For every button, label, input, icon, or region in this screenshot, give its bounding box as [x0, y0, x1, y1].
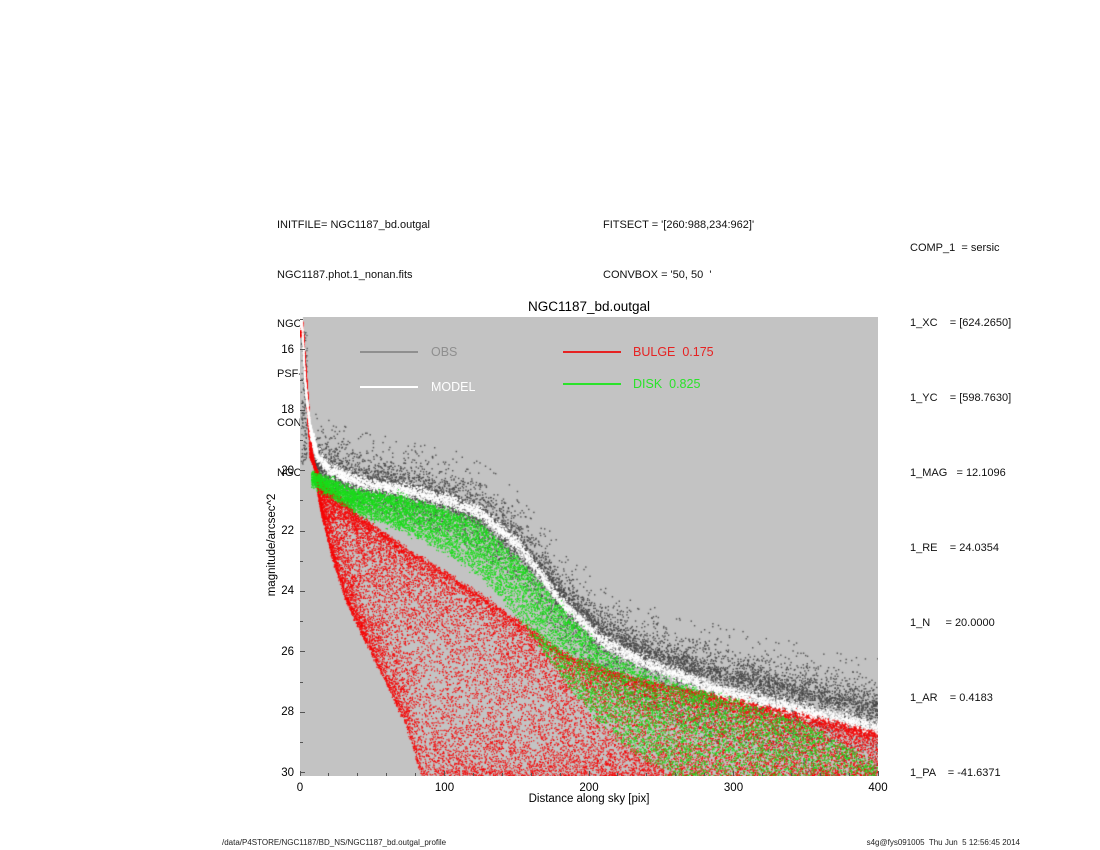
header-line: INITFILE= NGC1187_bd.outgal: [277, 219, 430, 231]
y-tick: [300, 681, 303, 683]
header-line: FITSECT = '[260:988,234:962]': [603, 219, 755, 231]
x-tick: [819, 773, 821, 776]
x-tick: [588, 771, 590, 776]
y-tick: [300, 349, 305, 351]
x-tick-label: 0: [296, 782, 304, 794]
x-tick: [790, 773, 792, 776]
x-tick-label: 400: [868, 782, 888, 794]
component-param-line: 1_PA = -41.6371: [910, 767, 1001, 779]
y-tick: [300, 590, 305, 592]
fit-components-block: COMP_1 = sersic 1_XC = [624.2650] 1_YC =…: [910, 186, 1012, 850]
y-tick: [300, 470, 305, 472]
x-tick: [444, 771, 445, 776]
legend-swatch-obs: [360, 351, 418, 353]
component-param-line: 1_AR = 0.4183: [910, 692, 993, 704]
y-tick-label: 20: [281, 464, 294, 477]
y-tick-label: 22: [281, 525, 294, 538]
y-tick-label: 26: [281, 645, 294, 658]
y-tick: [300, 651, 305, 653]
component-param-line: 1_RE = 24.0354: [910, 542, 999, 554]
y-tick: [300, 379, 303, 381]
y-tick-label: 28: [281, 706, 294, 719]
header-line: NGC1187.phot.1_nonan.fits: [277, 268, 413, 281]
x-tick: [357, 773, 359, 776]
output-file-path: /data/P4STORE/NGC1187/BD_NS/NGC1187_bd.o…: [222, 838, 447, 847]
x-tick: [704, 773, 706, 776]
y-tick: [300, 319, 303, 321]
x-tick-label: 100: [434, 782, 455, 794]
legend-label-obs: OBS: [431, 345, 458, 359]
user-timestamp: s4g@fys091005 Thu Jun 5 12:56:45 2014: [866, 838, 1020, 847]
y-tick: [300, 440, 303, 441]
y-tick-label: 16: [281, 343, 294, 356]
x-tick: [501, 773, 503, 776]
x-tick: [675, 773, 677, 776]
legend-label-bulge: BULGE 0.175: [633, 345, 714, 359]
y-tick: [300, 530, 305, 532]
x-tick: [733, 771, 734, 776]
plot-title: NGC1187_bd.outgal: [527, 299, 651, 314]
x-tick: [617, 773, 619, 776]
y-tick: [300, 621, 303, 623]
y-tick: [300, 560, 303, 562]
y-tick: [300, 409, 305, 411]
x-tick: [530, 773, 532, 776]
x-tick-label: 300: [723, 782, 744, 794]
component-param-line: 1_YC = [598.7630]: [910, 392, 1012, 404]
y-tick: [300, 772, 305, 774]
legend-label-disk: DISK 0.825: [633, 377, 701, 391]
y-tick-label: 18: [281, 404, 294, 417]
plot-area: OBS MODEL BULGE 0.175 DISK 0.825: [300, 317, 878, 776]
x-tick: [472, 773, 474, 776]
y-tick-label: 24: [281, 585, 294, 598]
x-axis-label: Distance along sky [pix]: [528, 793, 650, 805]
header-line: CONVBOX = '50, 50 ': [603, 268, 712, 281]
legend-swatch-model: [360, 386, 418, 388]
component-param-line: 1_MAG = 12.1096: [910, 467, 1006, 479]
component-param-line: 1_XC = [624.2650]: [910, 317, 1012, 329]
x-tick: [761, 773, 763, 776]
x-tick: [415, 773, 417, 776]
x-tick: [848, 773, 850, 776]
x-tick: [299, 771, 301, 776]
x-tick: [646, 773, 648, 776]
x-tick-label: 200: [579, 782, 599, 794]
component-param-line: 1_N = 20.0000: [910, 617, 995, 629]
y-tick: [300, 741, 303, 743]
x-tick: [386, 773, 388, 776]
y-tick-label: 30: [281, 766, 294, 779]
legend-swatch-disk: [563, 383, 621, 385]
profile-scatter-canvas: [300, 317, 878, 776]
x-tick: [877, 771, 879, 776]
component-param-line: COMP_1 = sersic: [910, 242, 1000, 254]
legend-swatch-bulge: [563, 351, 621, 353]
y-tick: [300, 711, 305, 713]
legend-label-model: MODEL: [431, 380, 476, 394]
x-tick: [559, 773, 561, 776]
y-tick: [300, 500, 303, 502]
x-tick: [328, 773, 330, 776]
